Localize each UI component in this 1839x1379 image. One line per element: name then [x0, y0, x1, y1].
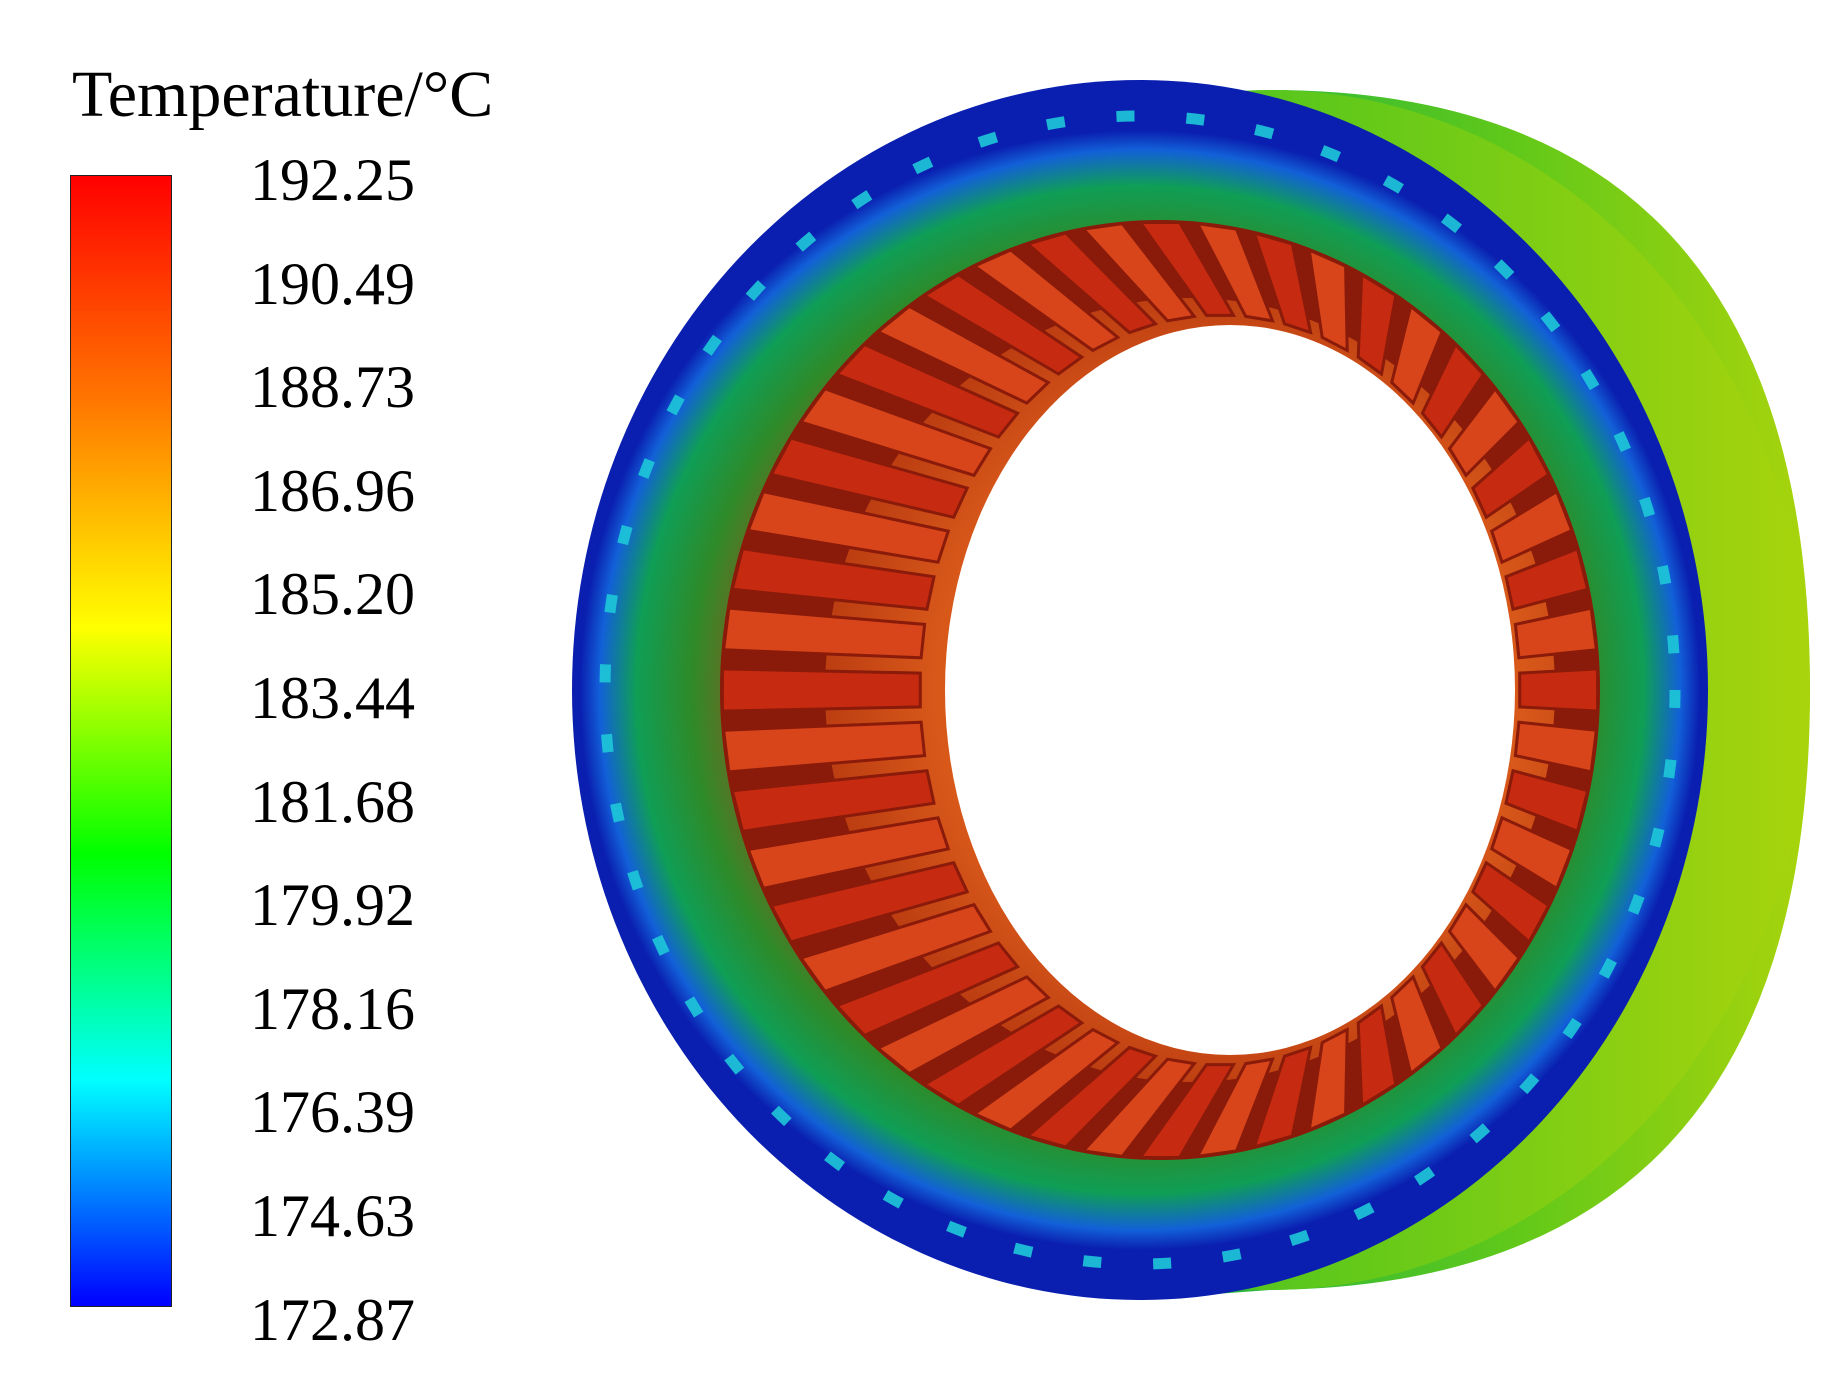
winding-tooth: [1470, 435, 1551, 520]
winding-tooth: [1194, 221, 1275, 323]
winding-tooth: [834, 342, 1020, 439]
winding-tooth: [768, 860, 970, 944]
winding-tooth: [1390, 303, 1444, 406]
colorbar-tick-label: 192.25: [250, 147, 415, 213]
winding-tooth: [1307, 247, 1349, 353]
winding-tooth: [768, 436, 970, 520]
winding-tooth: [1137, 1063, 1237, 1159]
winding-tooth: [1251, 1045, 1313, 1150]
winding-tooth: [1194, 1057, 1275, 1159]
winding-tooth: [1307, 1027, 1349, 1133]
winding-tooth: [971, 248, 1121, 353]
colorbar-tick-label: 174.63: [250, 1183, 415, 1249]
winding-tooth: [730, 547, 936, 611]
winding-tooth: [746, 489, 951, 564]
winding-tooth: [1513, 606, 1599, 660]
winding-tooth: [1420, 341, 1486, 440]
winding-teeth: [720, 221, 1600, 1159]
winding-tooth: [1447, 902, 1522, 994]
winding-tooth: [721, 606, 927, 660]
colorbar-tick-label: 188.73: [250, 354, 415, 421]
colorbar-tick-label: 186.96: [250, 457, 415, 524]
winding-tooth: [1447, 386, 1522, 478]
legend-title: Temperature/°C: [72, 58, 494, 131]
winding-tooth: [1470, 860, 1551, 945]
colorbar-tick-label: 178.16: [250, 975, 415, 1042]
winding-tooth: [1420, 940, 1486, 1039]
winding-tooth: [875, 975, 1051, 1076]
rotor-bore: [945, 325, 1515, 1055]
colorbar-tick-label: 181.68: [250, 768, 415, 835]
winding-tooth: [1080, 222, 1198, 323]
winding-tooth: [1489, 815, 1574, 891]
colorbar-tick-label: 185.20: [250, 561, 415, 628]
winding-tooth: [1024, 1045, 1159, 1149]
winding-tooth: [834, 941, 1020, 1038]
colorbar-tick-label: 179.92: [250, 872, 415, 939]
winding-tooth: [1513, 720, 1599, 774]
motor-stator-model: [572, 80, 1810, 1300]
winding-tooth: [921, 272, 1085, 376]
winding-tooth: [721, 720, 927, 774]
winding-tooth: [1251, 230, 1313, 335]
colorbar-tick-label: 183.44: [250, 665, 415, 731]
winding-tooth: [720, 667, 922, 713]
winding-tooth: [971, 1027, 1121, 1132]
winding-tooth: [798, 386, 993, 478]
winding-tooth: [1024, 231, 1159, 335]
winding-tooth: [1356, 271, 1398, 377]
colorbar-tick-label: 176.39: [250, 1079, 415, 1146]
colorbar-tick-label: 190.49: [250, 250, 415, 317]
colorbar: [70, 175, 172, 1307]
winding-tooth: [1137, 221, 1237, 317]
colorbar-tick-label: 172.87: [250, 1286, 415, 1353]
winding-tooth: [921, 1004, 1085, 1108]
winding-tooth: [1518, 667, 1600, 713]
winding-tooth: [1356, 1003, 1398, 1109]
winding-tooth: [1390, 974, 1444, 1077]
winding-tooth: [730, 769, 936, 833]
winding-tooth: [1504, 546, 1590, 612]
winding-tooth: [1080, 1057, 1198, 1158]
winding-tooth: [875, 304, 1051, 405]
winding-tooth: [1489, 489, 1574, 565]
winding-tooth: [798, 902, 993, 994]
winding-tooth: [1504, 768, 1590, 834]
winding-tooth: [746, 816, 951, 891]
